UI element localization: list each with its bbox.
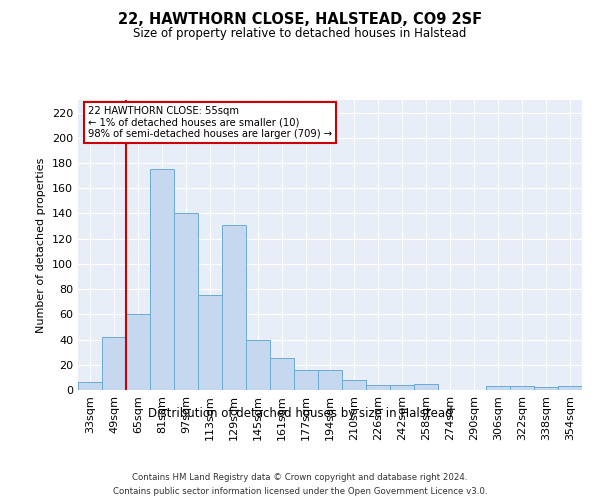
Text: 22, HAWTHORN CLOSE, HALSTEAD, CO9 2SF: 22, HAWTHORN CLOSE, HALSTEAD, CO9 2SF bbox=[118, 12, 482, 28]
Text: Contains public sector information licensed under the Open Government Licence v3: Contains public sector information licen… bbox=[113, 488, 487, 496]
Bar bbox=[510, 386, 534, 390]
Bar bbox=[270, 358, 294, 390]
Bar bbox=[366, 385, 390, 390]
Bar bbox=[174, 214, 198, 390]
Text: Size of property relative to detached houses in Halstead: Size of property relative to detached ho… bbox=[133, 28, 467, 40]
Bar bbox=[486, 386, 510, 390]
Bar bbox=[246, 340, 270, 390]
Text: 22 HAWTHORN CLOSE: 55sqm
← 1% of detached houses are smaller (10)
98% of semi-de: 22 HAWTHORN CLOSE: 55sqm ← 1% of detache… bbox=[88, 106, 332, 139]
Bar bbox=[198, 296, 222, 390]
Bar bbox=[126, 314, 150, 390]
Bar bbox=[318, 370, 342, 390]
Y-axis label: Number of detached properties: Number of detached properties bbox=[37, 158, 46, 332]
Text: Distribution of detached houses by size in Halstead: Distribution of detached houses by size … bbox=[148, 408, 452, 420]
Bar bbox=[78, 382, 102, 390]
Bar bbox=[150, 170, 174, 390]
Text: Contains HM Land Registry data © Crown copyright and database right 2024.: Contains HM Land Registry data © Crown c… bbox=[132, 472, 468, 482]
Bar bbox=[102, 337, 126, 390]
Bar bbox=[390, 385, 414, 390]
Bar bbox=[534, 388, 558, 390]
Bar bbox=[294, 370, 318, 390]
Bar bbox=[414, 384, 438, 390]
Bar bbox=[342, 380, 366, 390]
Bar bbox=[222, 225, 246, 390]
Bar bbox=[558, 386, 582, 390]
